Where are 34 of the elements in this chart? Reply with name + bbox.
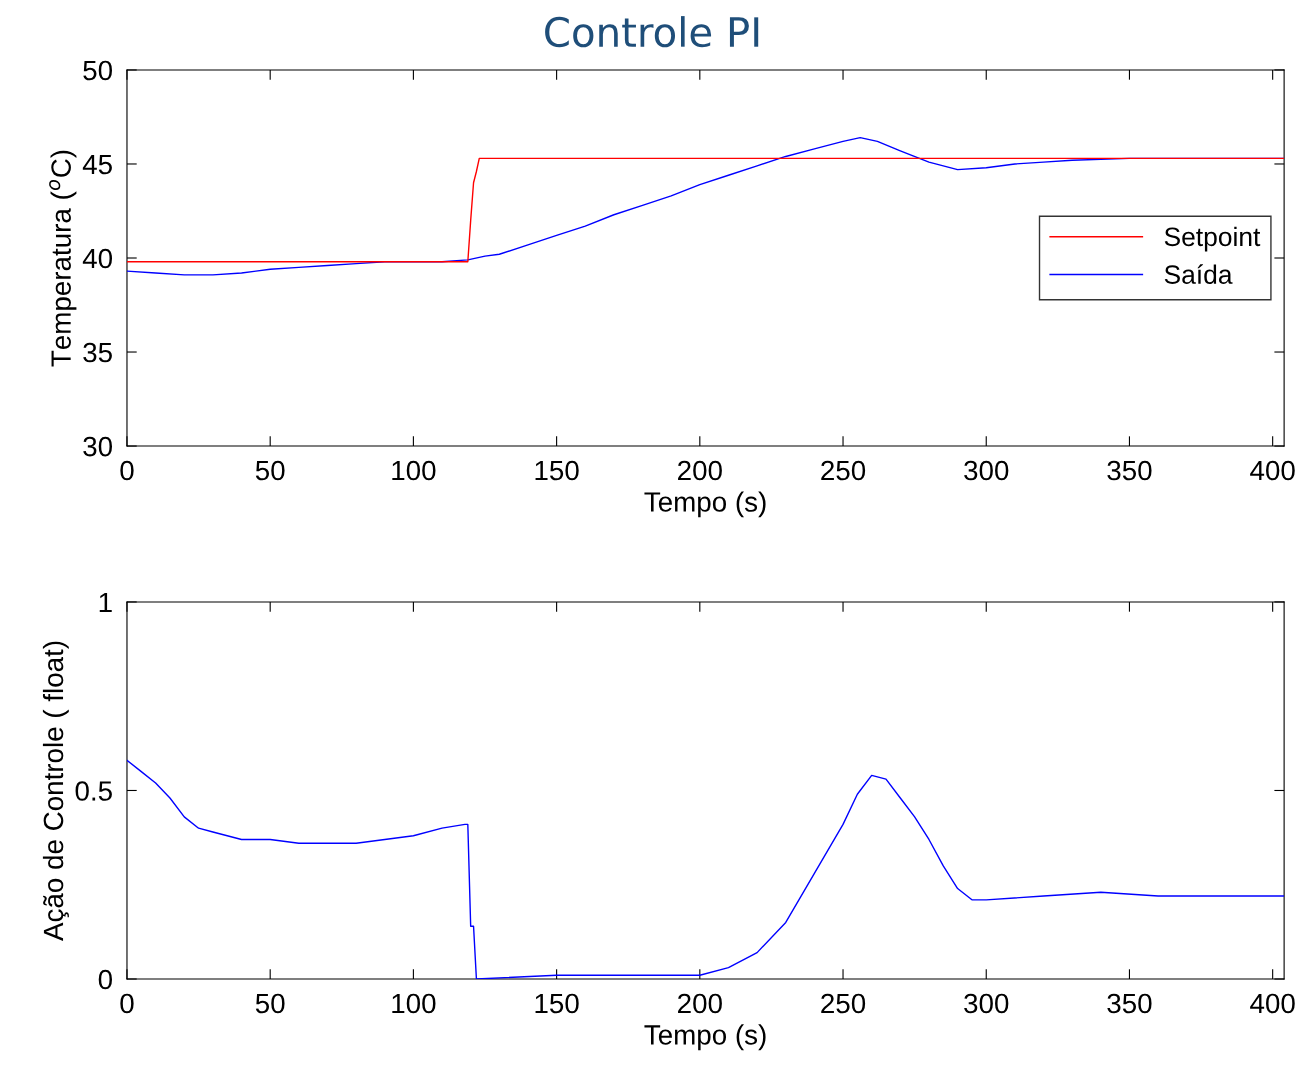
x-tick-label: 300 (964, 460, 1009, 481)
y-tick-label: 35 (83, 342, 112, 363)
y-tick-label: 30 (83, 436, 112, 457)
x-axis-title: Tempo (s) (644, 1024, 766, 1051)
x-tick-label: 300 (964, 993, 1009, 1014)
y-tick-label: 1 (99, 592, 112, 613)
x-axis-title: Tempo (s) (644, 491, 766, 518)
y-tick-label: 40 (82, 248, 112, 269)
x-tick-label: 250 (821, 993, 866, 1014)
x-tick-label: 0 (120, 993, 134, 1014)
x-tick-label: 250 (821, 460, 866, 481)
y-tick-label: 50 (83, 60, 112, 81)
x-tick-label: 400 (1250, 993, 1295, 1014)
x-tick-label: 150 (535, 460, 579, 481)
x-tick-label: 0 (120, 460, 134, 481)
y-axis-title: Ação de Controle ( float) (42, 641, 69, 941)
line-series (126, 157, 1285, 263)
x-tick-label: 50 (255, 993, 285, 1014)
x-tick-label: 50 (255, 460, 285, 481)
legend-label: Saída (1164, 264, 1233, 284)
y-tick-label: 45 (82, 154, 112, 175)
legend-label: Setpoint (1164, 226, 1261, 252)
x-tick-label: 350 (1107, 993, 1152, 1014)
y-axis-title: Temperatura ($^{o}$C) (49, 150, 77, 367)
x-tick-label: 350 (1107, 460, 1152, 481)
y-tick-label: 0 (98, 969, 112, 990)
chart-title: Controle PI (545, 16, 759, 48)
x-tick-label: 200 (678, 993, 722, 1014)
x-tick-label: 200 (678, 460, 722, 481)
x-tick-label: 150 (535, 993, 579, 1014)
x-tick-label: 400 (1250, 460, 1295, 481)
x-tick-label: 100 (392, 993, 436, 1014)
x-tick-label: 100 (392, 460, 436, 481)
y-tick-label: 0.5 (75, 781, 112, 801)
